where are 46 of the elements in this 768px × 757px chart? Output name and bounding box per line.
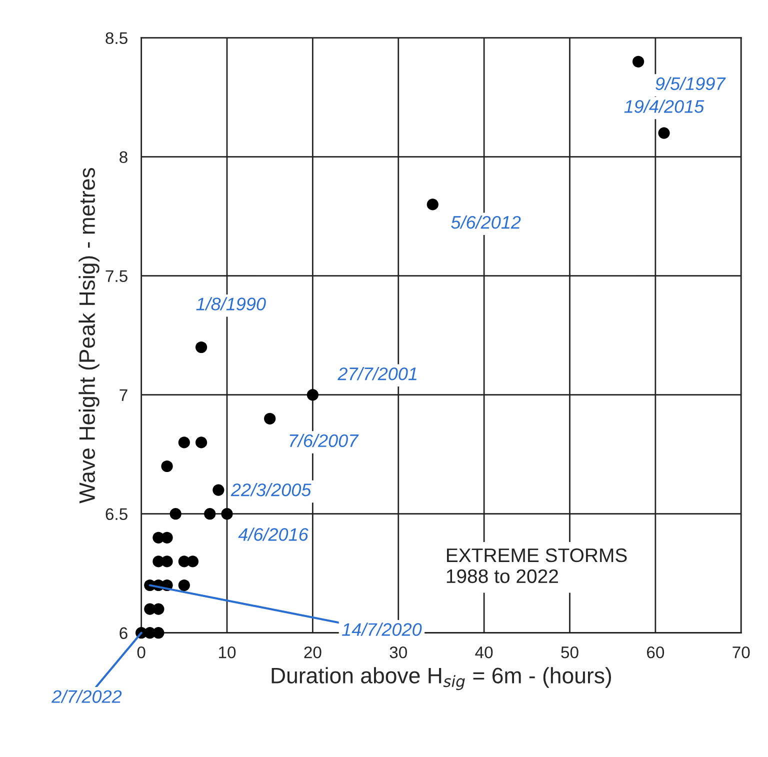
y-tick-label: 8 [120,151,128,164]
point [178,436,190,448]
point [161,556,173,568]
x-axis-title: Duration above H$_{sig}$ = 6m - (hours) [272,667,612,690]
y-tick-label: 8.5 [106,32,128,44]
point [632,56,644,68]
annotation: EXTREME STORMS 1988 to 2022 [446,548,627,584]
y-axis-title: Wave Height (Peak Hsig) - metres [78,168,100,504]
annotation: 2/7/2022 [51,690,122,703]
annotation: 1/8/1990 [196,297,266,310]
x-tick-label: 50 [561,646,578,658]
point [161,460,173,472]
point [264,412,276,424]
point [161,532,173,544]
point [178,579,190,592]
point [152,627,164,639]
point [186,556,199,568]
point [204,508,216,520]
point [658,127,670,139]
point [195,436,208,448]
point [152,603,164,615]
y-tick-label: 7.5 [106,270,128,282]
point [426,198,438,210]
annotation: 14/7/2020 [342,622,422,636]
annotation: 19/4/2015 [624,100,704,113]
x-tick-label: 10 [219,646,236,658]
point [212,484,224,496]
y-tick-label: 7 [120,389,128,401]
y-tick-label: 6 [120,627,128,640]
x-tick-label: 0 [137,646,146,658]
x-tick-label: 20 [304,646,322,658]
annotation: 5/6/2012 [451,215,521,229]
annotation: 7/6/2007 [290,434,359,448]
annotation: 22/3/2005 [230,483,312,496]
x-tick-label: 60 [647,646,664,658]
annotation: 27/7/2001 [338,366,416,380]
point [195,341,208,354]
point [170,508,182,520]
x-tick-label: 40 [475,646,493,658]
point [221,508,233,520]
x-tick-label: 70 [732,646,750,658]
point [306,389,318,401]
annotation: 4/6/2016 [238,528,308,541]
y-tick-label: 6.5 [106,508,128,520]
annotation: 9/5/1997 [656,76,726,90]
x-tick-label: 30 [390,646,407,658]
